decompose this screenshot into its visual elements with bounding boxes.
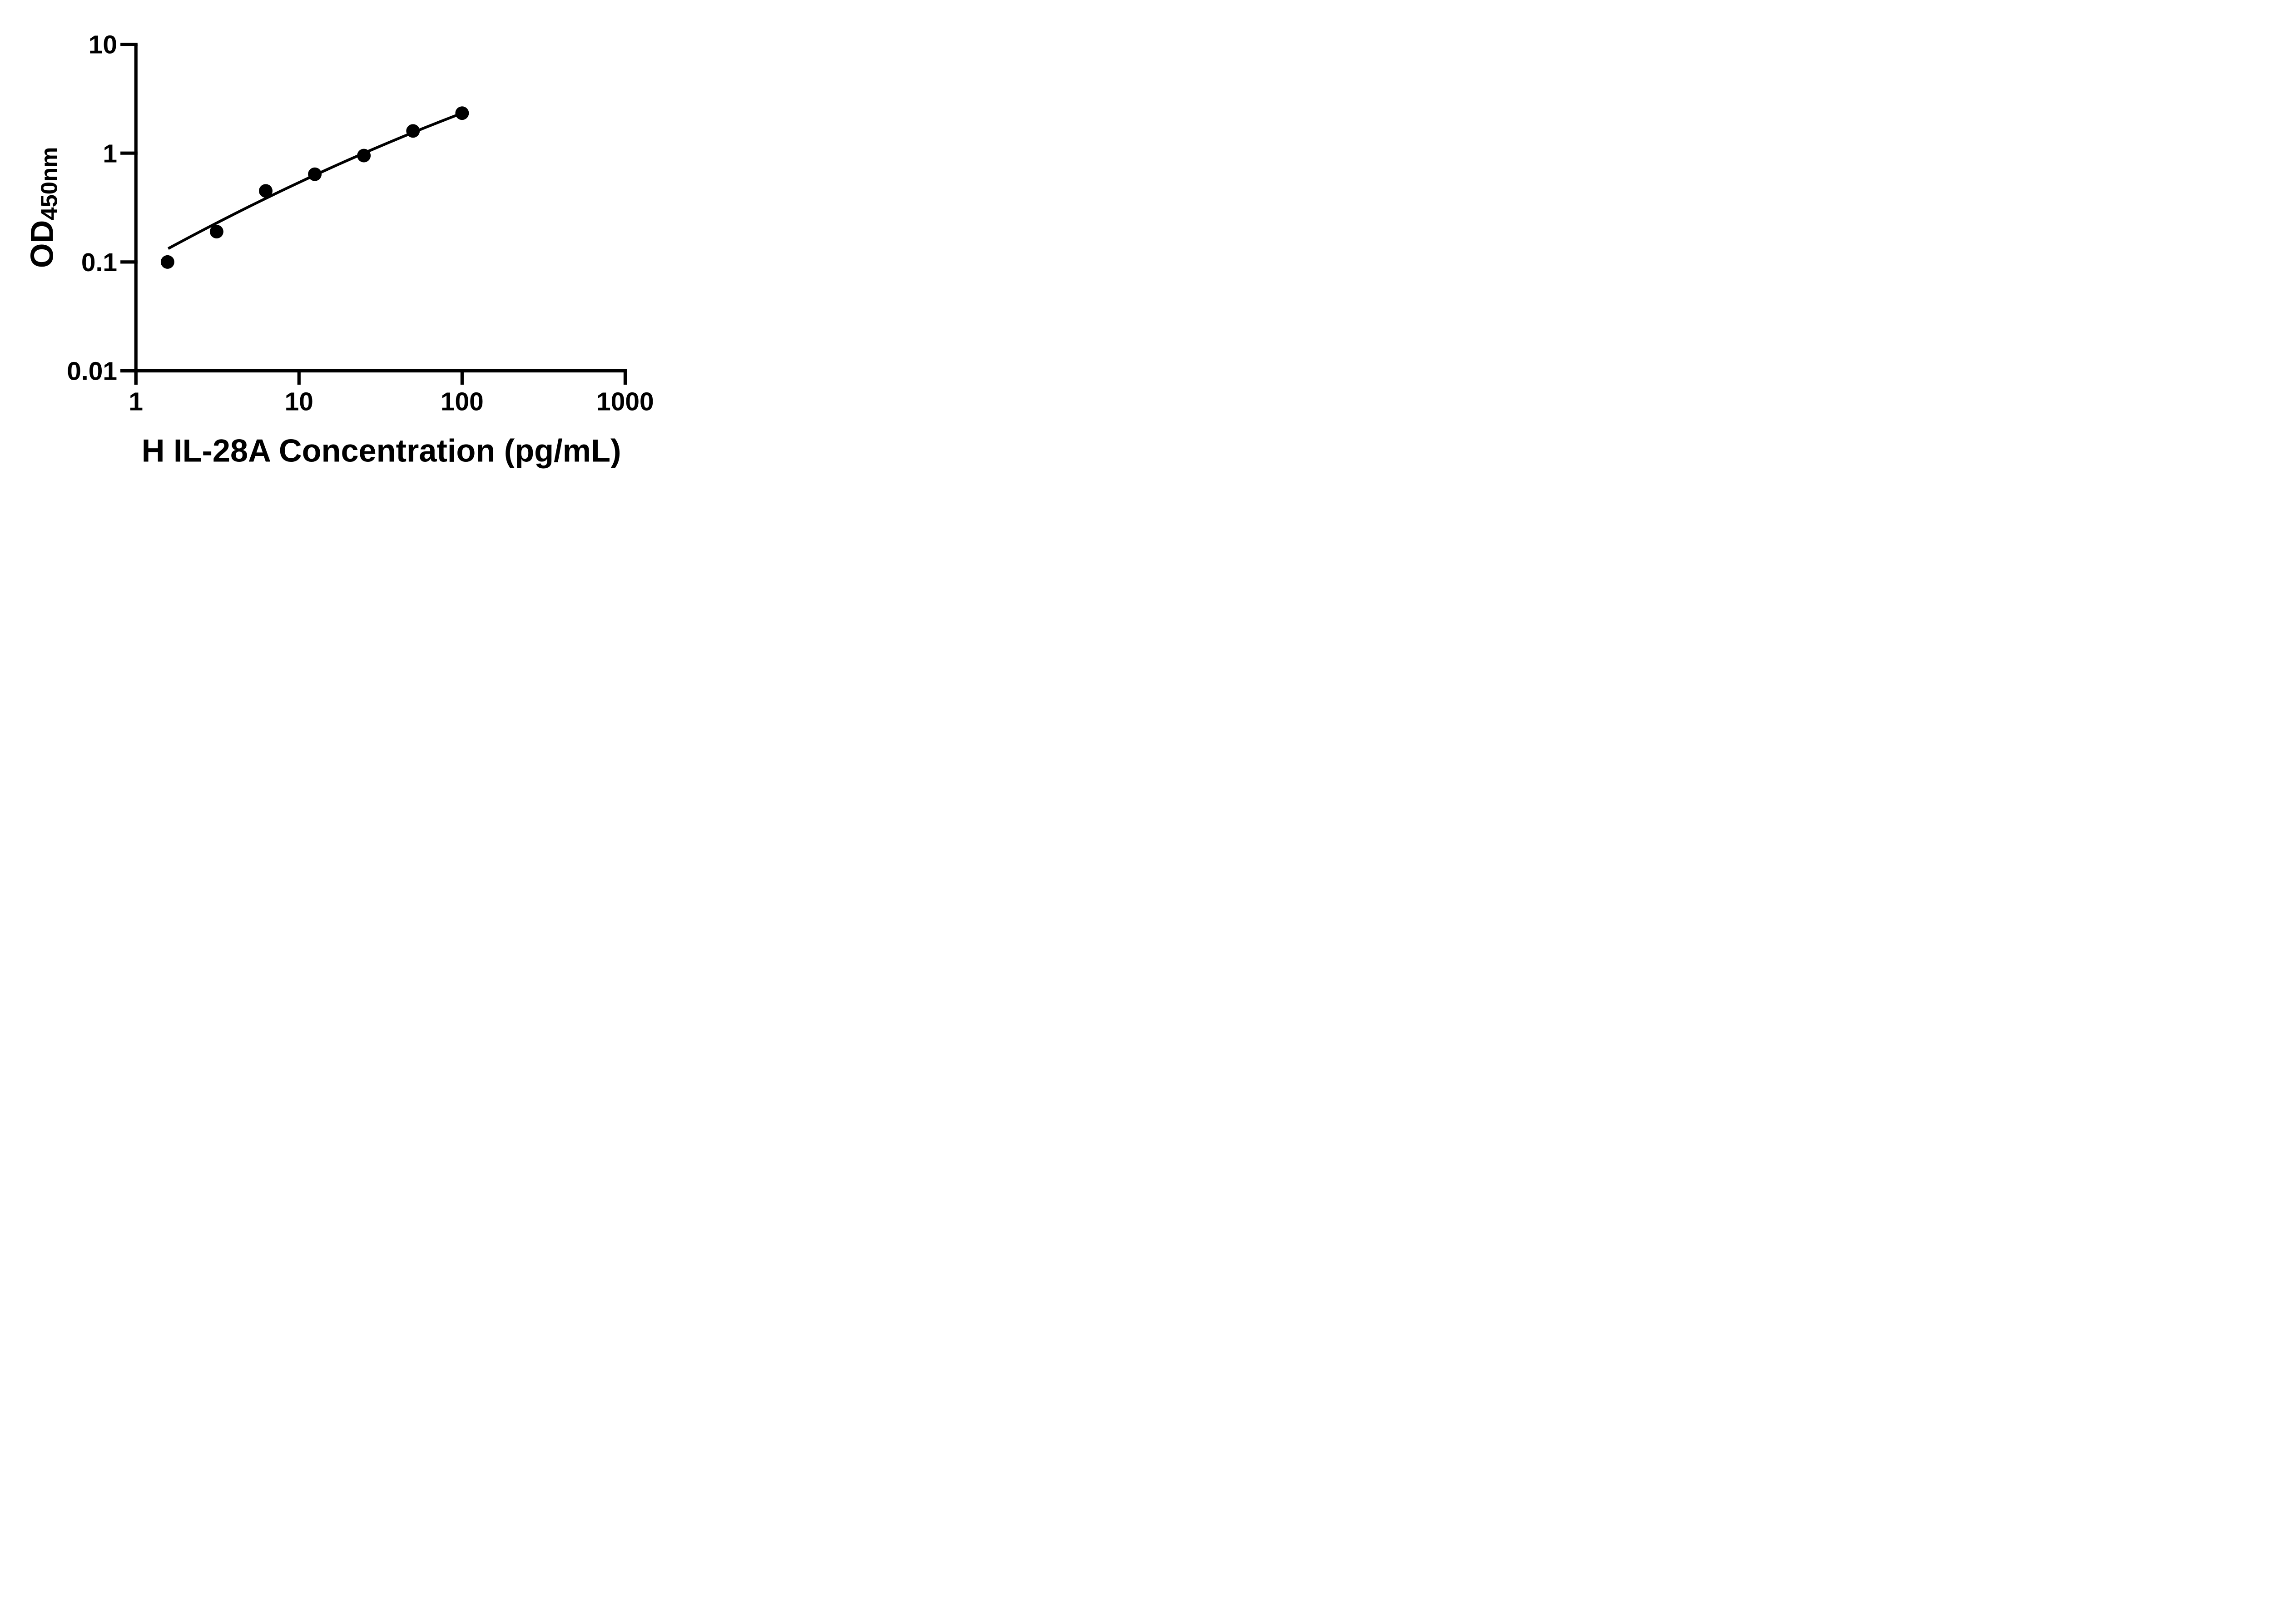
y-tick-label: 0.1 — [81, 248, 117, 277]
data-point-marker — [209, 225, 223, 239]
data-point-marker — [455, 106, 469, 120]
y-tick-label: 0.01 — [67, 357, 117, 386]
data-point-marker — [357, 149, 371, 163]
tick-labels: 10 1 0.1 0.01 1 10 100 1000 — [67, 31, 654, 416]
x-tick-label: 10 — [285, 388, 313, 416]
elisa-standard-curve-figure: 10 1 0.1 0.01 1 10 100 1000 H IL-28A Concentrat… — [0, 0, 703, 486]
x-axis-title: H IL-28A Concentration (pg/mL) — [142, 433, 621, 469]
y-tick-label: 1 — [103, 139, 117, 168]
data-point-marker — [259, 184, 273, 198]
x-tick-label: 1000 — [596, 388, 654, 416]
y-axis-title-subscript: 450nm — [36, 147, 62, 220]
x-tick-label: 100 — [441, 388, 484, 416]
data-point-marker — [308, 167, 322, 181]
axes — [120, 42, 627, 385]
data-point-marker — [160, 255, 174, 269]
chart-canvas: 10 1 0.1 0.01 1 10 100 1000 H IL-28A Concentrat… — [24, 31, 654, 469]
x-tick-label: 1 — [129, 388, 143, 416]
y-axis-title: OD450nm — [24, 147, 62, 268]
data-points — [160, 106, 469, 269]
y-axis-title-main: OD — [24, 220, 60, 268]
data-point-marker — [406, 124, 420, 138]
y-tick-label: 10 — [89, 31, 117, 59]
